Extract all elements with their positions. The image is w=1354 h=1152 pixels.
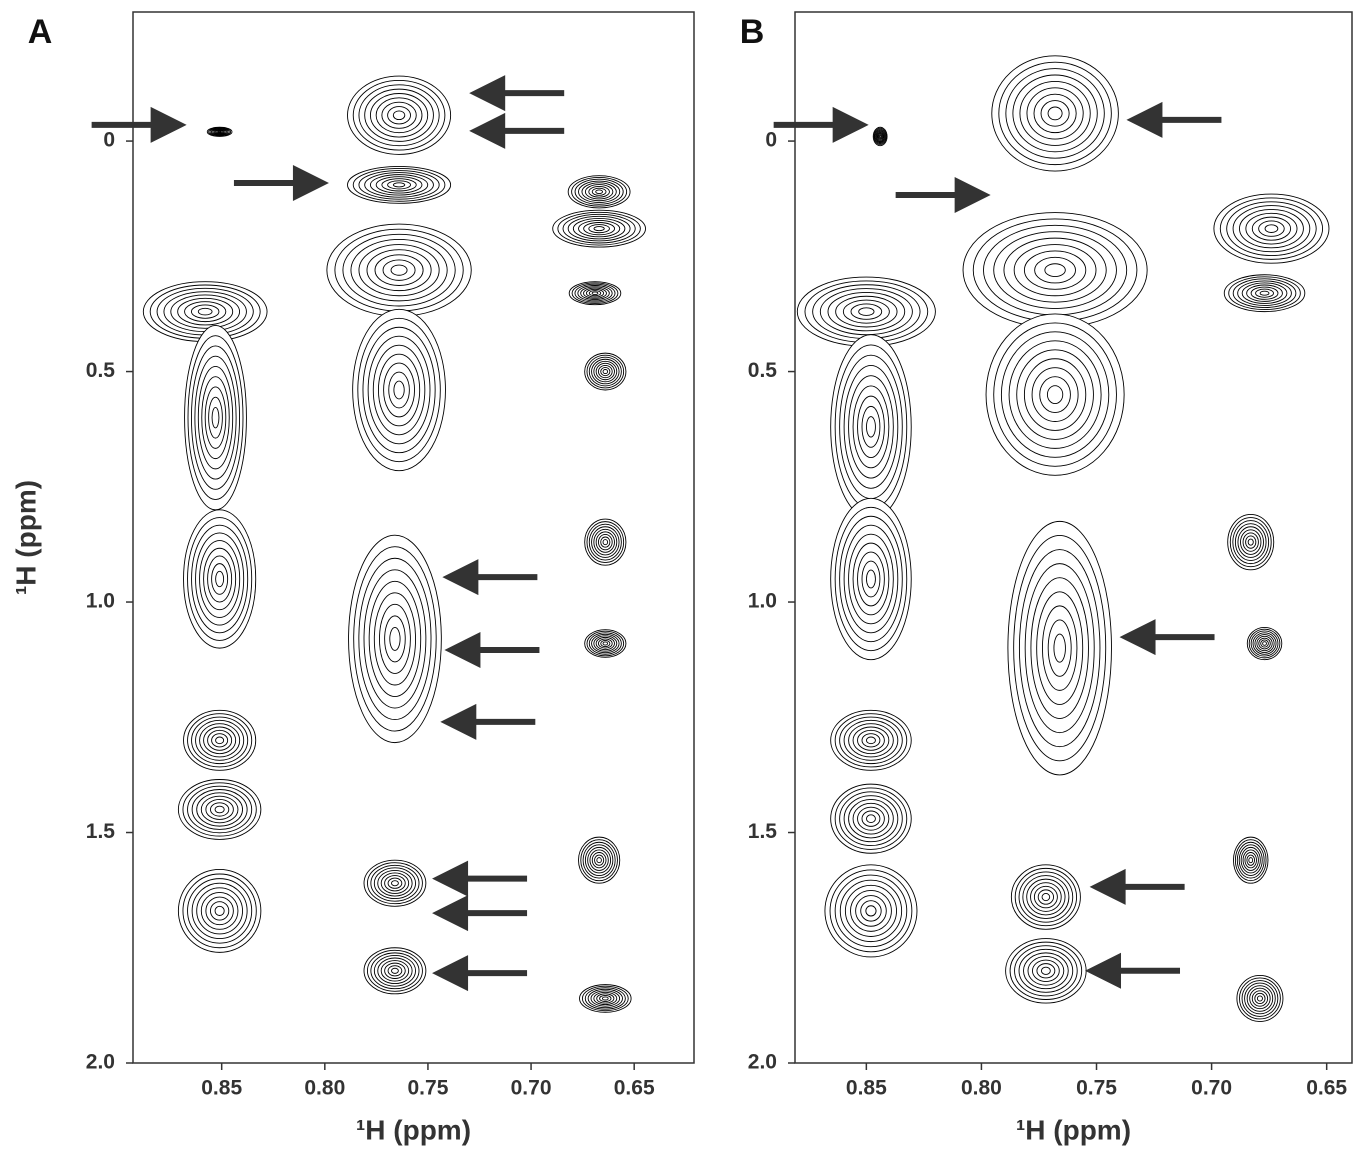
contour-line: [553, 210, 646, 247]
x-tick-label: 0.75: [408, 1077, 449, 1100]
contour-line: [831, 335, 912, 519]
contour-line: [184, 710, 256, 770]
contour-line: [364, 948, 426, 994]
contour-line: [364, 860, 426, 906]
contour-line: [348, 166, 451, 203]
contour-line: [348, 76, 451, 154]
contour-line: [585, 353, 626, 390]
contour-line: [831, 784, 912, 853]
panel-label: A: [28, 13, 53, 51]
arrow: [432, 955, 527, 991]
contour-line: [580, 985, 632, 1013]
contour-line: [585, 630, 626, 658]
x-tick-label: 0.85: [201, 1077, 242, 1100]
y-tick-label: 0: [765, 129, 777, 152]
y-tick-label: 1.0: [86, 590, 115, 613]
figure: 0 0.5 1.0 1.5 2.0 0.85 0.80 0.75 0.70 0.65 ¹H (ppm…: [0, 0, 1354, 1152]
x-axis-title: ¹H (ppm): [356, 1114, 471, 1145]
arrow: [432, 861, 527, 897]
contour-line: [178, 869, 261, 952]
arrow: [432, 895, 527, 931]
x-tick-label: 0.70: [1191, 1077, 1232, 1100]
arrow: [469, 113, 564, 149]
contour-line: [579, 837, 620, 883]
x-tick-label: 0.75: [1076, 1077, 1117, 1100]
x-tick-label: 0.70: [511, 1077, 552, 1100]
contour-line: [986, 314, 1124, 475]
arrow: [234, 165, 329, 201]
contour-line: [1224, 275, 1305, 312]
contour-line: [585, 519, 626, 565]
y-tick-label: 1.5: [748, 820, 778, 843]
y-tick-label: 0.5: [86, 359, 116, 382]
contour-line: [327, 224, 471, 316]
contour-line: [1006, 939, 1087, 1004]
arrow: [444, 632, 539, 668]
y-tick-label: 0.5: [748, 359, 778, 382]
plot-area: [143, 76, 645, 1012]
contour-line: [1237, 975, 1283, 1021]
contour-line: [178, 780, 261, 840]
contour-line: [1233, 837, 1268, 883]
y-tick-label: 0: [103, 129, 115, 152]
contour-line: [831, 710, 912, 770]
x-tick-label: 0.85: [846, 1077, 887, 1100]
contour-line: [1011, 865, 1080, 930]
arrow: [1126, 102, 1221, 138]
x-tick-label: 0.80: [961, 1077, 1002, 1100]
contour-line: [1247, 627, 1282, 659]
x-axis-title: ¹H (ppm): [1016, 1114, 1131, 1145]
x-tick-label: 0.80: [304, 1077, 345, 1100]
contour-line: [353, 309, 446, 470]
contour-line: [1228, 514, 1274, 569]
arrow: [1120, 619, 1215, 655]
arrow: [440, 704, 535, 740]
arrow: [896, 177, 991, 213]
y-tick-label: 1.5: [86, 820, 116, 843]
x-tick-label: 0.65: [614, 1077, 655, 1100]
contour-line: [1214, 194, 1329, 263]
contour-line: [184, 510, 256, 648]
y-axis-title: ¹H (ppm): [10, 480, 41, 595]
contour-line: [185, 325, 247, 509]
arrow: [469, 75, 564, 111]
y-tick-label: 2.0: [748, 1051, 777, 1074]
contour-line: [349, 535, 442, 742]
contour-line: [831, 498, 912, 659]
arrow: [442, 559, 537, 595]
arrow: [774, 107, 869, 143]
panel-label: B: [740, 13, 765, 51]
plot-area: [797, 56, 1329, 1022]
contour-line: [825, 865, 917, 957]
y-tick-label: 2.0: [86, 1051, 115, 1074]
arrow: [1085, 953, 1180, 989]
contour-line: [963, 213, 1147, 328]
contour-line: [992, 56, 1119, 171]
contour-line: [1008, 521, 1112, 775]
x-tick-label: 0.65: [1306, 1077, 1347, 1100]
y-tick-label: 1.0: [748, 590, 777, 613]
contour-line: [568, 176, 630, 208]
arrow: [1090, 869, 1185, 905]
